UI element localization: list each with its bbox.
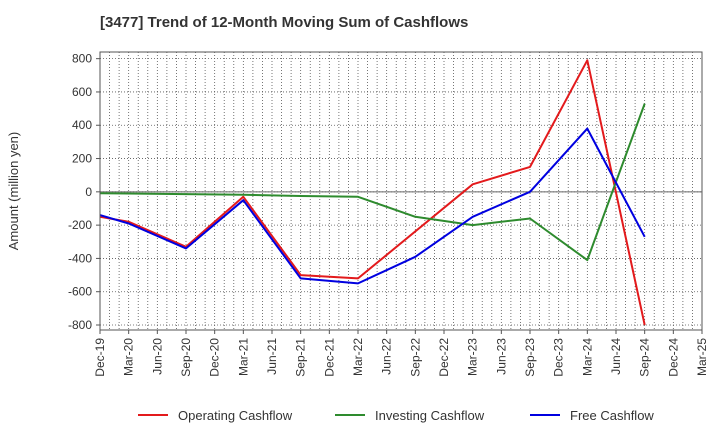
legend-label-investing-cashflow: Investing Cashflow [375, 408, 485, 423]
x-tick-label: Sep-24 [638, 338, 652, 377]
x-tick-label: Sep-23 [523, 338, 537, 377]
series-line-free-cashflow [99, 127, 646, 285]
y-tick-label: -400 [68, 251, 92, 265]
x-tick-label: Jun-20 [150, 338, 164, 375]
x-tick-label: Dec-23 [552, 338, 566, 377]
chart-title: [3477] Trend of 12-Month Moving Sum of C… [100, 14, 469, 31]
y-tick-label: 600 [72, 85, 92, 99]
legend: Operating Cashflow Investing Cashflow Free… [138, 408, 654, 423]
series-line-operating-cashflow [99, 59, 646, 326]
y-tick-label: -600 [68, 285, 92, 299]
x-tick-label: Mar-21 [236, 338, 250, 376]
x-tick-label: Jun-24 [609, 338, 623, 375]
y-axis-title: Amount (million yen) [6, 132, 21, 251]
x-tick-label: Jun-22 [380, 338, 394, 375]
x-tick-label: Jun-23 [494, 338, 508, 375]
series-line-investing-cashflow [99, 103, 646, 262]
legend-label-free-cashflow: Free Cashflow [570, 408, 654, 423]
y-tick-label: -200 [68, 218, 92, 232]
y-tick-labels: 800 600 400 200 0 -200 -400 -600 -800 [68, 52, 100, 332]
x-tick-label: Mar-24 [580, 338, 594, 376]
y-tick-label: 200 [72, 152, 92, 166]
x-tick-label: Dec-21 [322, 338, 336, 377]
x-tick-label: Mar-25 [695, 338, 709, 376]
y-tick-label: -800 [68, 318, 92, 332]
legend-label-operating-cashflow: Operating Cashflow [178, 408, 293, 423]
plot-frame [99, 51, 703, 331]
x-tick-label: Sep-22 [408, 338, 422, 377]
x-tick-labels: Dec-19 Mar-20 Jun-20 Sep-20 Dec-20 Mar-21 Jun-… [93, 330, 709, 377]
x-tick-label: Mar-22 [351, 338, 365, 376]
x-tick-label: Mar-20 [122, 338, 136, 376]
y-tick-label: 800 [72, 52, 92, 66]
x-tick-label: Sep-20 [179, 338, 193, 377]
series-layer [99, 59, 646, 326]
x-tick-label: Sep-21 [294, 338, 308, 377]
x-tick-label: Dec-24 [666, 338, 680, 377]
x-tick-label: Dec-20 [208, 338, 222, 377]
y-tick-label: 400 [72, 118, 92, 132]
x-tick-label: Dec-19 [93, 338, 107, 377]
x-tick-label: Jun-21 [265, 338, 279, 375]
x-tick-label: Mar-23 [466, 338, 480, 376]
x-tick-label: Dec-22 [437, 338, 451, 377]
y-tick-label: 0 [85, 185, 92, 199]
